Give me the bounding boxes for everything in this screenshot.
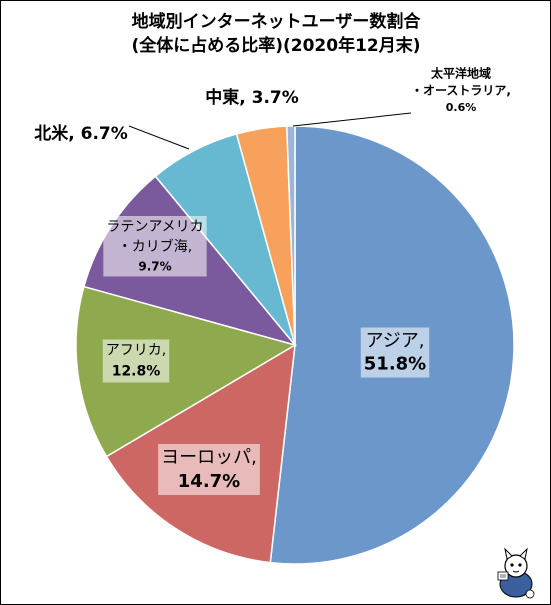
chart-title-line2: (全体に占める比率)(2020年12月末) bbox=[131, 35, 420, 56]
slice-label-oceania-line2: ・オーストラリア, bbox=[411, 84, 511, 98]
slice-label-asia-line1: アジア, bbox=[365, 331, 424, 352]
leader-line-na bbox=[128, 125, 190, 150]
mascot-cat-icon bbox=[497, 547, 535, 599]
pie-slices bbox=[75, 125, 515, 565]
slice-label-na-line1: 北米, 6.7% bbox=[34, 123, 128, 144]
slice-label-box-africa bbox=[102, 339, 170, 383]
leader-line-oceania bbox=[292, 112, 412, 127]
slice-label-na: 北米, 6.7% bbox=[34, 123, 128, 144]
slice-label-oceania-line1: 太平洋地域 bbox=[431, 66, 491, 81]
slice-label-africa: アフリカ, 12.8% bbox=[102, 339, 170, 383]
pie-slice-africa bbox=[75, 285, 297, 458]
slice-labels: アジア,51.8% ヨーロッパ, 14.7% アフリカ, 12.8% ラテンアメリカ・カリ… bbox=[34, 66, 511, 495]
slice-label-africa-line1: アフリカ, bbox=[106, 343, 166, 359]
slice-label-europe-line1: ヨーロッパ, bbox=[161, 447, 257, 468]
chart-title-line1: 地域別インターネットユーザー数割合 bbox=[132, 11, 422, 32]
slice-label-latam-line2: ・カリブ海, bbox=[118, 238, 192, 255]
slice-label-box-latam bbox=[103, 216, 207, 277]
slice-label-latam: ラテンアメリカ・カリブ海, 9.7% bbox=[103, 216, 207, 277]
slice-label-box-europe bbox=[158, 444, 260, 495]
slice-label-asia-line2: 51.8% bbox=[364, 354, 426, 375]
slice-label-latam-line3: 9.7% bbox=[138, 260, 171, 274]
slice-label-europe-line2: 14.7% bbox=[178, 471, 240, 492]
slice-label-oceania: 太平洋地域・オーストラリア, 0.6% bbox=[411, 66, 511, 115]
slice-label-me-line1: 中東, 3.7% bbox=[205, 87, 299, 108]
slice-label-oceania-line3: 0.6% bbox=[446, 101, 477, 114]
slice-label-africa-line2: 12.8% bbox=[112, 364, 161, 380]
slice-label-europe: ヨーロッパ, 14.7% bbox=[158, 444, 260, 495]
leader-lines bbox=[128, 112, 412, 150]
slice-label-latam-line1: ラテンアメリカ bbox=[106, 219, 203, 235]
slice-label-me: 中東, 3.7% bbox=[205, 87, 299, 108]
slice-label-asia: アジア,51.8% bbox=[360, 327, 430, 378]
slice-label-box-asia bbox=[360, 327, 430, 378]
